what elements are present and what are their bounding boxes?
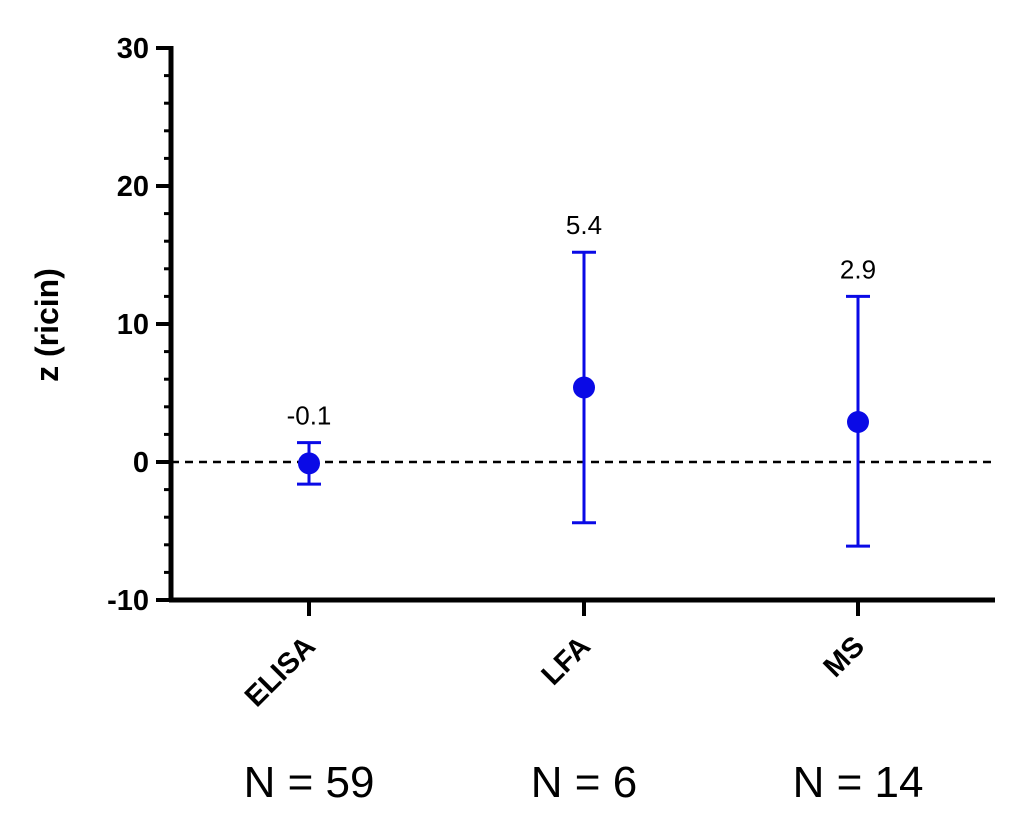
n-label-elisa: N = 59 [244,758,375,807]
x-tick-label-elisa: ELISA [239,630,322,713]
x-tick-label-ms: MS [818,630,871,683]
n-label-lfa: N = 6 [531,758,637,807]
y-tick-label: 10 [117,309,149,341]
y-axis-label: z (ricin) [29,268,65,382]
data-point [847,410,869,433]
y-tick-label: 0 [133,447,149,479]
chart-marks: -0.1 5.4 2.9 [287,210,876,548]
y-tick-label: -10 [107,585,149,617]
data-point [573,376,595,399]
n-label-ms: N = 14 [793,758,924,807]
data-point [298,452,320,475]
y-tick-label: 30 [117,33,149,65]
data-label: -0.1 [287,401,332,431]
data-label: 2.9 [840,254,876,284]
x-tick-label-lfa: LFA [536,630,597,691]
data-label: 5.4 [566,210,602,240]
y-tick-label: 20 [117,171,149,203]
